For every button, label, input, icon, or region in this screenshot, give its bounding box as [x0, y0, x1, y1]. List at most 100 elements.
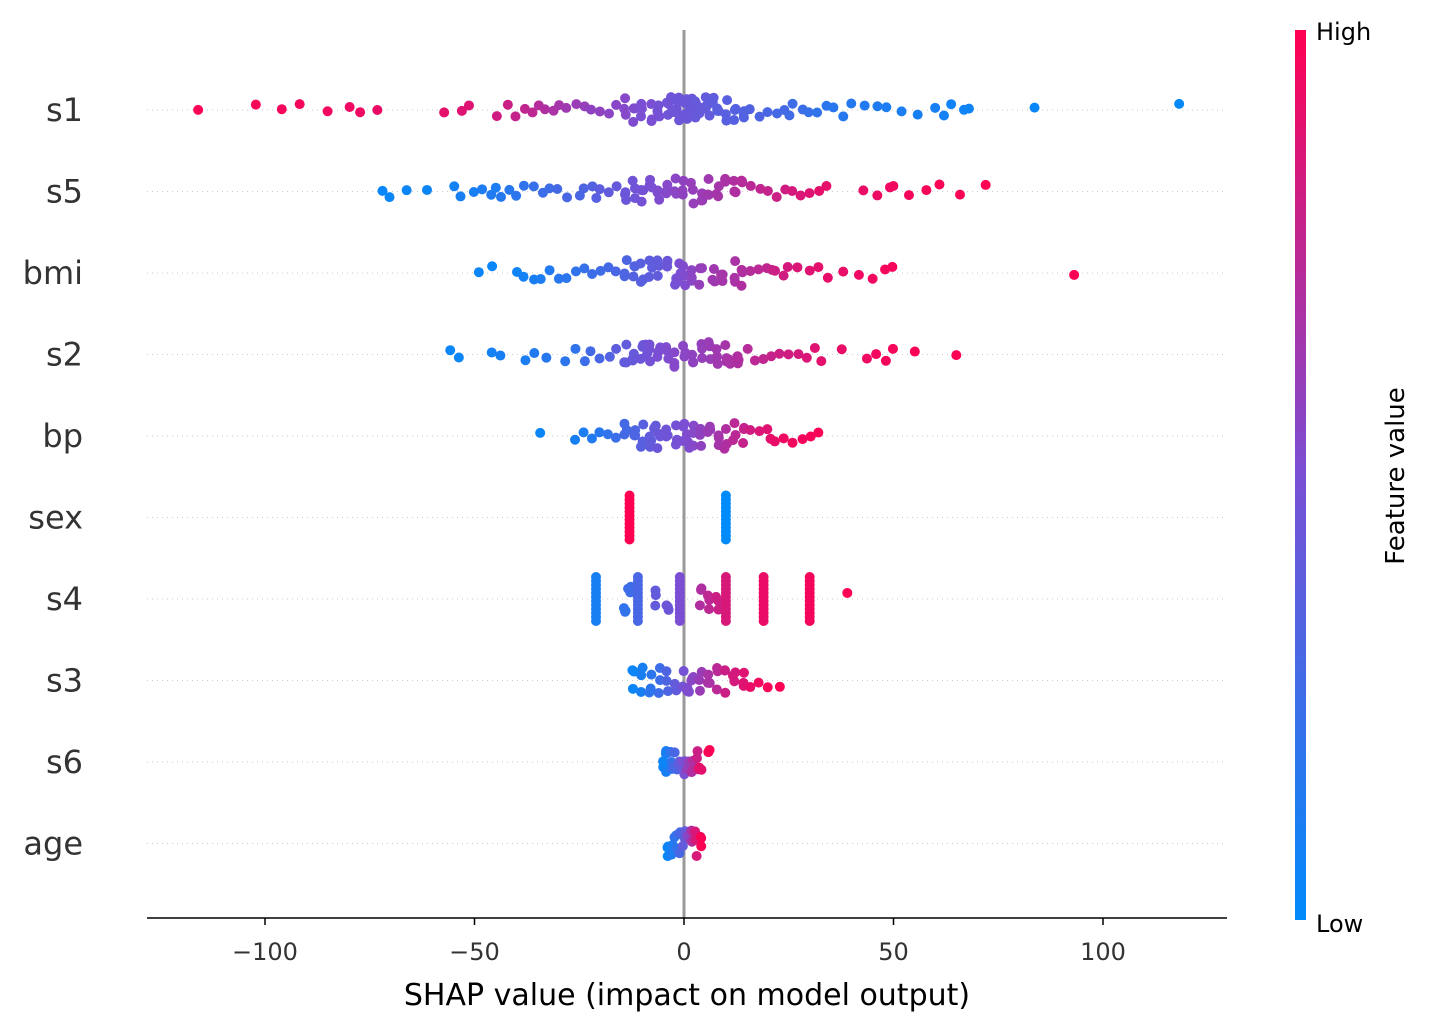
shap-point-s2	[687, 357, 698, 368]
shap-point-s5	[627, 175, 638, 186]
shap-point-s1	[193, 104, 204, 115]
colorbar-gradient	[1295, 30, 1306, 920]
shap-point-bmi	[717, 276, 728, 287]
shap-point-s1	[456, 105, 467, 116]
shap-point-s5	[685, 177, 696, 188]
shap-point-bp	[705, 424, 716, 435]
shap-point-s5	[787, 186, 798, 197]
shap-point-bmi	[686, 265, 697, 276]
feature-label-s4: s4	[46, 580, 83, 618]
shap-point-bp	[678, 421, 689, 432]
shap-point-bp	[745, 424, 756, 435]
shap-point-s2	[712, 351, 723, 362]
shap-point-s2	[678, 340, 689, 351]
shap-point-s5	[552, 183, 563, 194]
shap-point-s2	[766, 351, 777, 362]
feature-label-age: age	[23, 825, 83, 863]
shap-point-s1	[355, 107, 366, 118]
shap-point-s2	[783, 349, 794, 360]
shap-point-s5	[652, 185, 663, 196]
shap-point-s3	[662, 686, 673, 697]
shap-point-bp	[713, 432, 724, 443]
shap-point-bmi	[838, 266, 849, 277]
shap-point-s2	[887, 343, 898, 354]
shap-point-s1	[846, 98, 857, 109]
shap-point-s3	[627, 683, 638, 694]
shap-point-s2	[909, 346, 920, 357]
shap-point-s3	[637, 662, 648, 673]
shap-point-bmi	[707, 274, 718, 285]
shap-point-s5	[528, 181, 539, 192]
shap-point-bmi	[769, 265, 780, 276]
shap-point-s4	[650, 600, 661, 611]
shap-point-age	[691, 850, 702, 861]
shap-point-s3	[627, 665, 638, 676]
shap-point-s2	[621, 339, 632, 350]
shap-point-bp	[754, 426, 765, 437]
shap-point-s5	[980, 179, 991, 190]
shap-point-s5	[468, 187, 479, 198]
shap-point-s5	[518, 180, 529, 191]
shap-point-s3	[686, 675, 697, 686]
shap-point-s1	[784, 110, 795, 121]
shap-point-s5	[645, 174, 656, 185]
feature-label-bp: bp	[42, 417, 83, 455]
shap-point-bmi	[595, 265, 606, 276]
shap-point-s2	[749, 355, 760, 366]
shap-point-s2	[836, 344, 847, 355]
shap-point-s5	[619, 189, 630, 200]
shap-point-s5	[377, 185, 388, 196]
shap-point-bmi	[635, 258, 646, 269]
shap-point-s2	[585, 346, 596, 357]
shap-point-s2	[711, 344, 722, 355]
shap-point-s5	[636, 196, 647, 207]
shap-point-s5	[762, 185, 773, 196]
shap-point-s2	[486, 347, 497, 358]
shap-point-bp	[594, 427, 605, 438]
shap-point-s1	[946, 99, 957, 110]
x-axis: −100 −50 0 50 100	[147, 917, 1227, 966]
shap-point-s6	[691, 753, 702, 764]
shap-point-s4	[591, 616, 602, 626]
shap-point-bp	[778, 433, 789, 444]
shap-point-sex	[720, 534, 731, 545]
shap-point-bmi	[579, 263, 590, 274]
shap-point-s5	[662, 179, 673, 190]
shap-point-s1	[344, 101, 355, 112]
shap-point-s2	[594, 353, 605, 364]
shap-point-s1	[912, 109, 923, 120]
shap-point-bmi	[887, 261, 898, 272]
shap-point-s1	[859, 100, 870, 111]
shap-point-s5	[821, 180, 832, 191]
shap-point-s1	[604, 108, 615, 119]
shap-point-s2	[520, 355, 531, 366]
shap-point-bmi	[804, 265, 815, 276]
shap-point-s1	[812, 107, 823, 118]
shap-point-s2	[570, 343, 581, 354]
shap-point-s3	[729, 676, 740, 687]
shap-point-bmi	[813, 262, 824, 273]
feature-gridlines	[147, 109, 1227, 844]
shap-point-bmi	[518, 271, 529, 282]
shap-point-s1	[586, 104, 597, 115]
shap-point-s1	[1174, 98, 1185, 109]
shap-point-s4	[713, 596, 724, 607]
shap-point-s1	[803, 107, 814, 118]
shap-point-s5	[858, 185, 869, 196]
shap-point-s2	[627, 355, 638, 366]
shap-point-s3	[694, 675, 705, 686]
feature-label-s2: s2	[46, 336, 83, 374]
shap-point-s1	[502, 99, 513, 110]
shap-point-s3	[661, 675, 672, 686]
shap-point-s3	[712, 666, 723, 677]
shap-point-s4	[674, 616, 685, 626]
shap-point-s2	[652, 351, 663, 362]
shap-point-s3	[694, 685, 705, 696]
shap-point-s5	[888, 180, 899, 191]
shap-point-s3	[646, 669, 657, 680]
shap-point-s2	[703, 337, 714, 348]
shap-point-s1	[881, 102, 892, 113]
shap-point-bmi	[792, 262, 803, 273]
shap-point-s2	[793, 349, 804, 360]
